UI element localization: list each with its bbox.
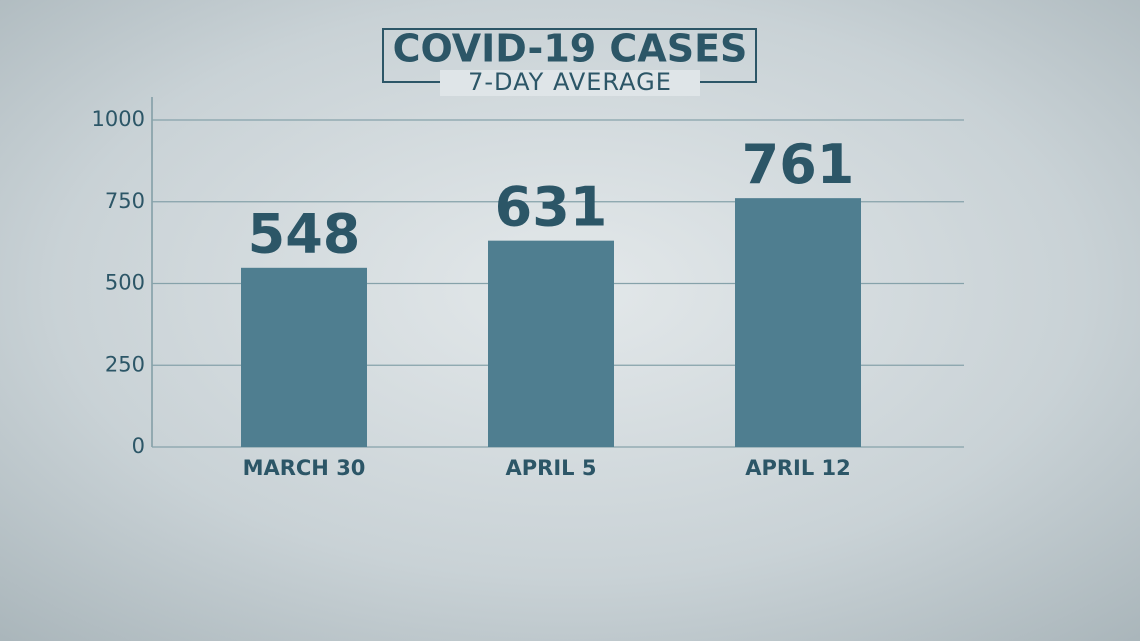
bar (241, 267, 367, 447)
y-tick-label: 500 (105, 271, 145, 295)
y-tick-label: 750 (105, 189, 145, 213)
chart-title: COVID-19 CASES (393, 27, 748, 71)
chart-subtitle: 7-DAY AVERAGE (468, 68, 672, 96)
value-label: 761 (742, 133, 855, 196)
x-tick-label: APRIL 5 (506, 456, 597, 480)
y-tick-label: 250 (105, 352, 145, 376)
subtitle-backdrop (440, 70, 700, 96)
bar (488, 240, 614, 447)
x-tick-label: APRIL 12 (745, 456, 851, 480)
y-tick-label: 0 (132, 434, 145, 458)
y-tick-label: 1000 (92, 107, 145, 131)
x-tick-label: MARCH 30 (243, 456, 366, 480)
bar (735, 198, 861, 447)
value-label: 548 (248, 202, 361, 265)
value-label: 631 (495, 175, 608, 238)
